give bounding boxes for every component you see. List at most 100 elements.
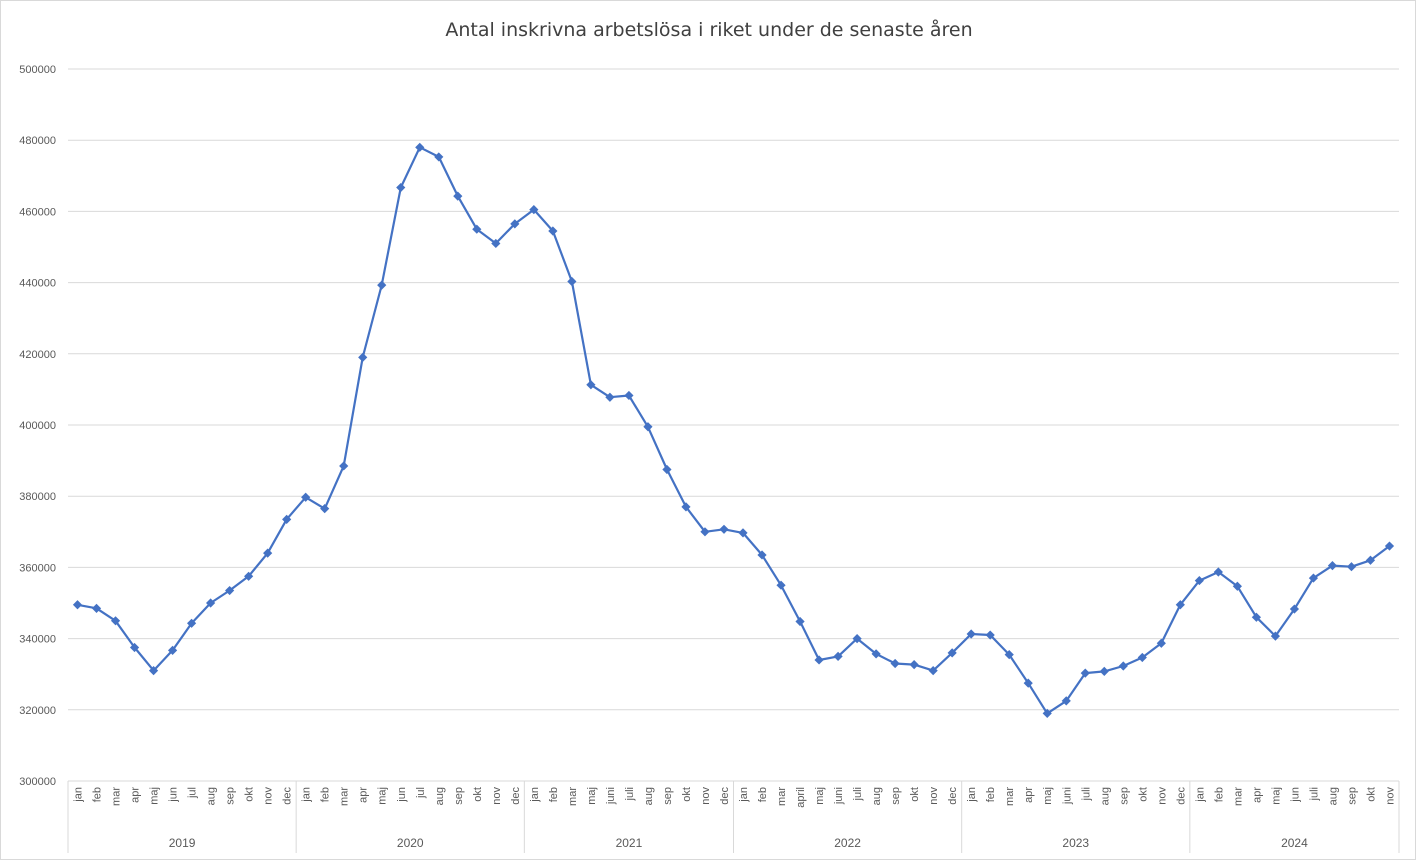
x-tick-label: jan (529, 787, 541, 803)
y-tick-label: 420000 (19, 349, 56, 361)
data-point (1194, 575, 1204, 586)
x-tick-label: jul (415, 787, 427, 799)
data-point (928, 666, 938, 676)
data-point (757, 550, 767, 560)
data-point (586, 380, 596, 390)
x-tick-label: maj (377, 787, 389, 805)
y-tick-label: 480000 (19, 135, 56, 147)
data-point (795, 616, 805, 627)
data-point (890, 658, 900, 669)
data-point (1289, 604, 1300, 614)
data-point (1042, 708, 1052, 718)
x-tick-label: dec (947, 787, 959, 805)
x-tick-label: dec (1175, 787, 1187, 805)
x-tick-label: apr (358, 787, 370, 803)
x-tick-label: apr (1023, 787, 1035, 803)
data-point (662, 464, 672, 475)
x-year-label: 2020 (397, 836, 424, 850)
x-tick-label: nov (1156, 787, 1168, 805)
data-point (719, 524, 729, 534)
data-point (1346, 562, 1357, 572)
x-tick-label: nov (263, 787, 275, 805)
x-tick-label: jul (187, 787, 199, 799)
x-tick-label: okt (244, 787, 256, 802)
data-point (814, 655, 824, 665)
x-tick-label: okt (472, 787, 484, 802)
data-point (624, 390, 634, 401)
x-tick-label: jan (966, 787, 978, 803)
x-year-label: 2023 (1062, 836, 1089, 850)
data-point (871, 649, 881, 659)
x-year-label: 2022 (834, 836, 861, 850)
data-point (776, 580, 786, 590)
data-point (206, 598, 216, 608)
x-tick-label: sep (662, 787, 674, 805)
data-point (225, 585, 235, 596)
x-tick-label: mar (776, 787, 788, 806)
data-point (91, 603, 102, 613)
y-tick-label: 500000 (19, 64, 56, 76)
x-tick-label: sep (1118, 787, 1130, 805)
data-point (1156, 638, 1166, 648)
data-point (1384, 541, 1395, 551)
x-tick-label: dec (719, 787, 731, 805)
y-tick-label: 400000 (19, 420, 56, 432)
x-tick-label: dec (282, 787, 294, 805)
x-tick-label: apr (1251, 787, 1263, 803)
x-tick-label: feb (320, 787, 332, 802)
data-point (643, 422, 653, 432)
x-tick-label: mar (339, 787, 351, 806)
x-tick-label: feb (548, 787, 560, 802)
x-tick-label: feb (757, 787, 769, 802)
x-tick-label: mar (111, 787, 123, 806)
data-point (700, 527, 710, 537)
x-tick-label: aug (206, 787, 218, 805)
x-tick-label: okt (909, 787, 921, 802)
data-point (1175, 600, 1185, 610)
x-tick-label: okt (681, 787, 693, 802)
x-year-label: 2019 (169, 836, 196, 850)
x-tick-label: jun (1289, 787, 1301, 803)
y-tick-label: 460000 (19, 206, 56, 218)
data-point (453, 191, 463, 201)
y-tick-label: 380000 (19, 491, 56, 503)
x-tick-label: juni (833, 787, 845, 805)
data-point (1232, 581, 1242, 591)
data-point (1099, 666, 1109, 676)
x-tick-label: aug (643, 787, 655, 805)
data-point (263, 548, 273, 558)
data-point (472, 224, 482, 234)
data-point (491, 238, 501, 249)
data-point (1137, 652, 1147, 663)
x-tick-label: juli (624, 787, 636, 801)
data-point (377, 280, 387, 290)
chart-title: Antal inskrivna arbetslösa i riket under… (445, 19, 973, 41)
x-tick-label: aug (1099, 787, 1111, 805)
x-tick-label: juni (1061, 787, 1073, 805)
data-point (434, 152, 444, 162)
data-point (833, 651, 843, 661)
data-point (1251, 612, 1261, 622)
data-point (1327, 561, 1338, 571)
data-point (605, 392, 615, 402)
data-point (1308, 573, 1319, 583)
data-point (339, 461, 349, 471)
data-point (1270, 631, 1281, 641)
data-point (1365, 555, 1376, 565)
x-tick-label: jan (73, 787, 85, 803)
data-point (1213, 567, 1223, 577)
x-tick-label: jan (301, 787, 313, 803)
data-point (282, 514, 292, 524)
data-point (909, 659, 919, 670)
data-point (1061, 696, 1071, 706)
data-point (966, 629, 976, 639)
data-point (567, 276, 577, 287)
x-tick-label: maj (149, 787, 161, 805)
data-point (301, 492, 311, 502)
data-point (1004, 650, 1014, 660)
data-point (186, 618, 197, 628)
y-tick-label: 340000 (19, 634, 56, 646)
x-tick-label: nov (1384, 787, 1396, 805)
data-point (110, 616, 121, 626)
